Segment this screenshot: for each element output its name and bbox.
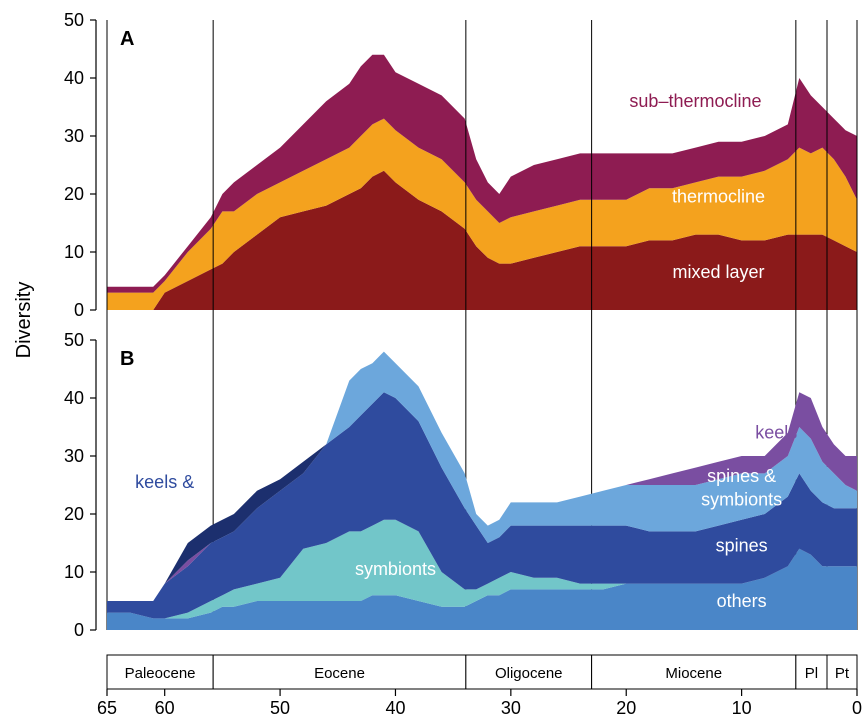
epoch-label: Paleocene <box>125 665 196 682</box>
y-tick-label: 40 <box>64 388 84 408</box>
series-label: spines <box>716 536 768 556</box>
series-label: symbionts <box>701 489 782 509</box>
y-tick-label: 20 <box>64 184 84 204</box>
epoch-box <box>465 654 593 690</box>
epoch-label: Miocene <box>665 665 722 682</box>
area-sub-thermocline <box>107 54 857 293</box>
series-label: keels <box>755 423 797 443</box>
y-tick-label: 0 <box>74 300 84 320</box>
epoch-label: Pl <box>805 665 818 682</box>
panel-letter: B <box>120 348 134 370</box>
y-tick-label: 50 <box>64 330 84 350</box>
area-mixed-layer <box>107 170 857 310</box>
area-others <box>107 548 857 630</box>
epoch-box <box>826 654 858 690</box>
x-tick-label: 10 <box>732 698 752 718</box>
x-tick-label: 20 <box>616 698 636 718</box>
y-tick-label: 30 <box>64 126 84 146</box>
x-tick-label: 0 <box>852 698 862 718</box>
epoch-bar: Paleocene Eocene Oligocene Miocene Pl Pt <box>106 654 858 690</box>
epoch-label: Pt <box>835 665 850 682</box>
area-spines <box>107 392 857 619</box>
y-tick-label: 10 <box>64 242 84 262</box>
y-axis-label: Diversity <box>13 282 35 359</box>
area-symbionts <box>107 519 857 619</box>
y-tick-label: 20 <box>64 504 84 524</box>
y-tick-label: 30 <box>64 446 84 466</box>
x-tick-label: 30 <box>501 698 521 718</box>
series-label: mixed layer <box>673 262 765 282</box>
panel-letter: A <box>120 28 134 50</box>
epoch-label: Oligocene <box>495 665 563 682</box>
y-tick-label: 40 <box>64 68 84 88</box>
x-tick-label: 65 <box>97 698 117 718</box>
y-tick-label: 50 <box>64 10 84 30</box>
y-tick-label: 0 <box>74 620 84 640</box>
x-axis: 65 60 50 40 30 20 10 0 <box>97 689 862 718</box>
series-label: thermocline <box>672 187 765 207</box>
x-tick-label: 40 <box>385 698 405 718</box>
x-tick-label: 50 <box>270 698 290 718</box>
epoch-box <box>212 654 467 690</box>
series-label: symbionts <box>355 559 436 579</box>
area-thermocline <box>107 118 857 310</box>
series-label: others <box>717 591 767 611</box>
series-label: symbionts <box>124 495 205 515</box>
y-tick-label: 10 <box>64 562 84 582</box>
x-tick-label: 60 <box>155 698 175 718</box>
series-label: spines & <box>707 466 776 486</box>
epoch-box <box>591 654 797 690</box>
epoch-box <box>106 654 214 690</box>
series-label: sub–thermocline <box>629 91 761 111</box>
area-keels <box>107 351 857 601</box>
epoch-label: Eocene <box>314 665 365 682</box>
series-label: keels & <box>135 472 194 492</box>
